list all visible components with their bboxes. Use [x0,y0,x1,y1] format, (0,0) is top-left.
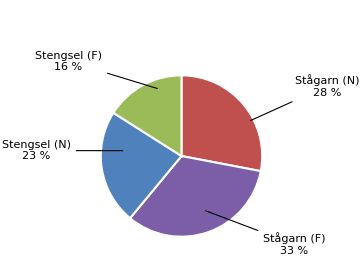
Text: Stågarn (F)
33 %: Stågarn (F) 33 % [205,211,326,256]
Wedge shape [101,113,182,218]
Wedge shape [182,75,262,171]
Wedge shape [130,156,261,237]
Text: Stengsel (F)
16 %: Stengsel (F) 16 % [35,51,157,89]
Text: Stågarn (N)
28 %: Stågarn (N) 28 % [251,74,359,121]
Wedge shape [113,75,182,156]
Text: Stengsel (N)
23 %: Stengsel (N) 23 % [2,140,123,161]
